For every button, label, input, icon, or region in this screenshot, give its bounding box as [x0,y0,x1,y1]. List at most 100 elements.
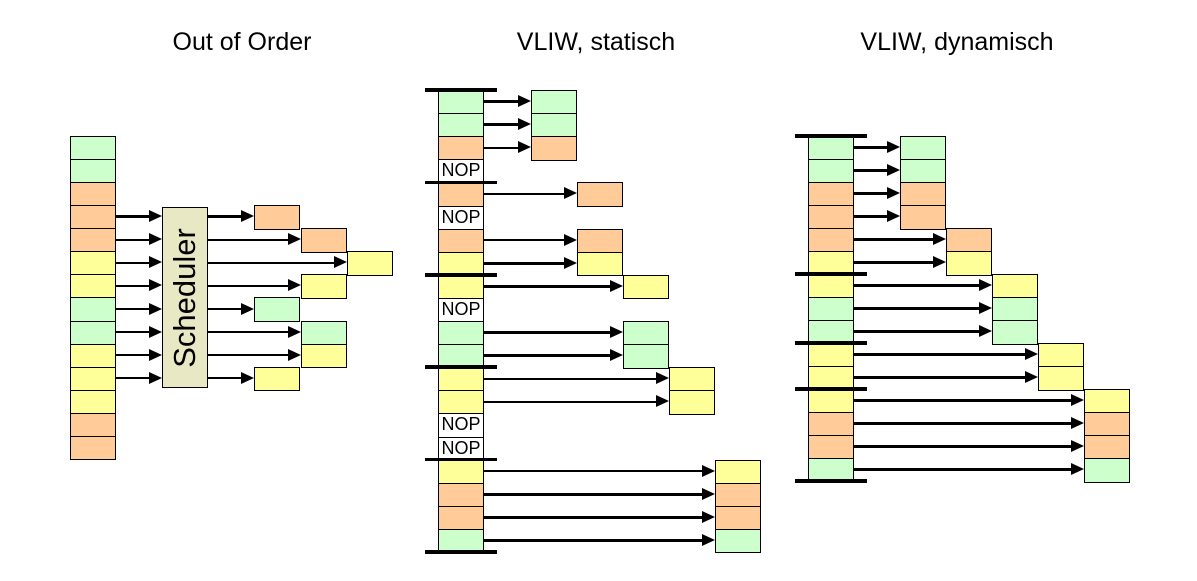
vliw-dynamic-output-cell [992,320,1038,345]
vliw-dynamic-issue-arrow-head [887,164,900,176]
vliw-static-issue-arrow-head [610,279,623,292]
vliw-static-issue-arrow-line [484,539,705,542]
out-of-order-instruction-cell [70,366,116,392]
vliw-static-instruction-cell [438,182,484,207]
vliw-dynamic-issue-arrow-line [854,445,1074,448]
vliw-static-issue-arrow-head [564,256,577,269]
vliw-static-issue-arrow-line [484,123,521,126]
vliw-static-instruction-cell [438,274,484,300]
out-of-order-dispatch-arrow-line [208,215,244,218]
vliw-dynamic-issue-arrow-line [854,284,982,287]
vliw-static-output-cell [577,251,623,277]
out-of-order-fetch-arrow-line [116,376,152,380]
vliw-dynamic-instruction-cell [808,389,854,414]
out-of-order-instruction-cell [70,389,116,415]
out-of-order-instruction-cell [70,435,116,461]
vliw-static-instruction-cell [438,505,484,531]
vliw-dynamic-bundle-separator [795,387,867,391]
out-of-order-fetch-arrow-line [116,330,152,334]
vliw-static-issue-arrow-head [702,464,715,477]
out-of-order-dispatch-arrow-line [208,284,291,288]
out-of-order-instruction-cell [70,343,116,369]
vliw-dynamic-issue-arrow-line [854,422,1074,425]
vliw-static-issue-arrow-head [518,141,531,154]
vliw-dynamic-issue-arrow-line [854,468,1074,471]
vliw-dynamic-issue-arrow-head [887,187,900,199]
out-of-order-dispatch-arrow-head [288,279,301,292]
out-of-order-dispatch-arrow-line [208,353,291,357]
out-of-order-dispatch-arrow-head [288,348,301,361]
vliw-dynamic-instruction-cell [808,320,854,345]
vliw-static-issue-arrow-line [484,516,705,519]
out-of-order-dispatch-arrow-line [208,376,244,380]
vliw-static-instruction-cell [438,90,484,115]
vliw-static-issue-arrow-line [484,146,521,149]
out-of-order-dispatch-arrow-line [208,238,291,242]
vliw-static-issue-arrow-head [610,349,623,362]
vliw-dynamic-output-cell [946,251,992,276]
vliw-static-issue-arrow-head [610,326,623,339]
out-of-order-instruction-cell [70,274,116,299]
out-of-order-output-cell [254,366,300,392]
vliw-dynamic-instruction-cell [808,228,854,253]
vliw-dynamic-issue-arrow-head [933,233,946,245]
vliw-dynamic-issue-arrow-line [854,192,890,195]
out-of-order-instruction-cell [70,205,116,230]
out-of-order-dispatch-arrow-line [208,307,244,311]
vliw-static-issue-arrow-line [484,493,705,496]
vliw-dynamic-instruction-cell [808,458,854,483]
panel-title-vliw-static: VLIW, statisch [516,28,676,56]
vliw-dynamic-issue-arrow-line [854,146,890,149]
out-of-order-instruction-cell [70,320,116,346]
out-of-order-instruction-cell [70,182,116,207]
out-of-order-fetch-arrow-line [116,307,152,311]
vliw-static-bundle-separator [425,457,497,462]
out-of-order-fetch-arrow-head [149,302,162,315]
vliw-dynamic-output-cell [1084,389,1130,414]
vliw-static-issue-arrow-head [518,118,531,131]
vliw-dynamic-issue-arrow-head [1025,348,1038,360]
vliw-dynamic-instruction-cell [808,343,854,368]
vliw-dynamic-issue-arrow-head [1071,394,1084,406]
out-of-order-dispatch-arrow-head [241,210,254,223]
vliw-static-issue-arrow-line [484,354,613,357]
vliw-static-output-cell [623,274,669,300]
vliw-static-issue-arrow-head [702,510,715,523]
vliw-static-instruction-cell [438,228,484,254]
out-of-order-instruction-cell [70,228,116,253]
vliw-static-output-cell [577,228,623,254]
vliw-static-issue-arrow-head [702,533,715,546]
vliw-static-issue-arrow-line [484,192,567,196]
vliw-static-instruction-cell [438,344,484,369]
out-of-order-dispatch-arrow-line [208,261,337,265]
vliw-dynamic-output-cell [992,297,1038,322]
out-of-order-output-cell [254,297,300,323]
out-of-order-fetch-arrow-head [149,233,162,246]
vliw-dynamic-output-cell [1084,412,1130,437]
vliw-static-instruction-cell [438,482,484,508]
out-of-order-fetch-arrow-head [149,256,162,269]
vliw-static-issue-arrow-line [484,377,659,380]
vliw-static-output-cell [577,182,623,207]
vliw-static-issue-arrow-head [702,487,715,500]
out-of-order-fetch-arrow-head [149,348,162,361]
vliw-dynamic-output-cell [1084,435,1130,460]
vliw-dynamic-issue-arrow-line [854,353,1028,356]
vliw-static-bundle-separator [425,88,497,92]
vliw-static-nop-cell: NOP [438,297,484,323]
vliw-dynamic-issue-arrow-line [854,376,1028,379]
out-of-order-output-cell [254,205,300,230]
out-of-order-fetch-arrow-line [116,238,152,242]
vliw-dynamic-issue-arrow-head [1071,417,1084,429]
vliw-static-instruction-cell [438,136,484,161]
out-of-order-dispatch-arrow-head [288,325,301,338]
vliw-dynamic-issue-arrow-head [1071,463,1084,475]
vliw-static-instruction-cell [438,113,484,138]
vliw-static-issue-arrow-line [484,100,521,103]
out-of-order-scheduler-box: Scheduler [162,207,208,388]
vliw-dynamic-instruction-cell [808,412,854,437]
out-of-order-dispatch-arrow-head [288,233,301,246]
vliw-dynamic-bundle-separator [795,479,867,483]
vliw-static-output-cell [531,136,577,161]
